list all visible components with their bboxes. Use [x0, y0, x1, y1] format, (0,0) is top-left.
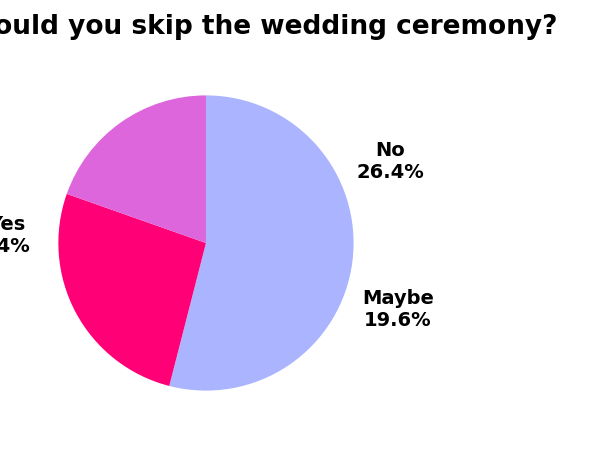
Text: Yes
54%: Yes 54%	[0, 215, 30, 256]
Wedge shape	[59, 194, 206, 386]
Text: No
26.4%: No 26.4%	[356, 141, 424, 182]
Text: Maybe
19.6%: Maybe 19.6%	[362, 289, 434, 330]
Wedge shape	[67, 95, 206, 243]
Text: Would you skip the wedding ceremony?: Would you skip the wedding ceremony?	[0, 14, 558, 40]
Wedge shape	[170, 95, 353, 391]
